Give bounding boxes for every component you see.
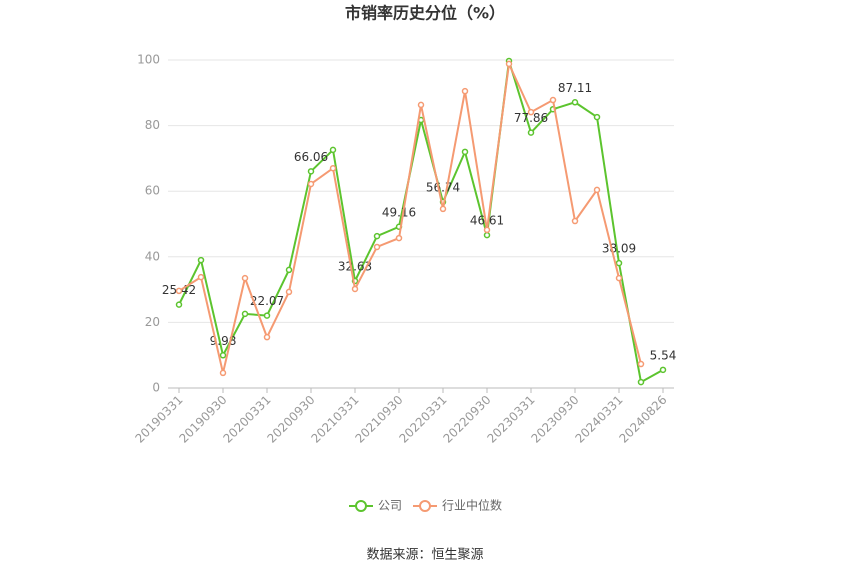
y-tick-label: 100: [137, 53, 160, 67]
series-line: [178, 60, 642, 374]
legend-label: 行业中位数: [442, 498, 502, 513]
legend-marker: [419, 500, 431, 512]
point: [329, 146, 337, 154]
point: [439, 205, 447, 213]
legend-label: 公司: [378, 499, 402, 513]
point: [219, 369, 227, 377]
point: [219, 352, 227, 359]
point: [483, 226, 491, 234]
data-label: 77.86: [514, 111, 548, 125]
data-label: 46.61: [470, 214, 504, 228]
point: [483, 231, 491, 239]
point: [527, 108, 535, 116]
source: 数据来源：恒生聚源: [366, 548, 483, 563]
data-label: 32.63: [338, 259, 372, 273]
point: [175, 287, 183, 295]
y-tick-label: 0: [152, 381, 160, 395]
y-tick-label: 20: [145, 315, 160, 329]
point: [285, 288, 293, 296]
data-label: 87.11: [558, 81, 592, 95]
data-label: 66.06: [294, 150, 328, 164]
chart-title: 市销率历史分位（%）: [345, 4, 505, 23]
point: [615, 274, 623, 282]
point: [637, 360, 645, 368]
point: [461, 87, 469, 95]
point: [593, 113, 601, 121]
legend-marker: [355, 500, 367, 512]
point: [593, 186, 601, 194]
y-tick-label: 60: [145, 184, 160, 198]
y-tick-label: 80: [145, 118, 160, 132]
point: [351, 285, 359, 293]
point: [175, 301, 183, 308]
point: [417, 101, 425, 109]
point: [373, 232, 381, 240]
data-label: 22.07: [250, 294, 284, 308]
data-label: 38.09: [602, 242, 636, 256]
point: [373, 243, 381, 251]
point: [197, 256, 205, 264]
point: [615, 259, 623, 267]
point: [527, 129, 535, 136]
point: [197, 273, 205, 281]
data-label: 56.74: [426, 180, 460, 194]
point: [571, 99, 579, 106]
point: [395, 234, 403, 242]
point: [329, 164, 337, 172]
y-tick-label: 40: [145, 249, 160, 263]
point: [549, 96, 557, 104]
point: [307, 168, 315, 175]
point: [659, 366, 667, 374]
point: [461, 148, 469, 156]
point: [263, 312, 271, 319]
point: [571, 217, 579, 225]
point: [505, 60, 513, 68]
point: [241, 310, 249, 318]
point: [307, 180, 315, 188]
point: [241, 274, 249, 282]
x-tick-label: 20240826: [617, 393, 670, 446]
data-label: 5.54: [650, 348, 677, 362]
point: [637, 378, 645, 386]
point: [285, 266, 293, 274]
point: [263, 333, 271, 341]
data-label: 49.16: [382, 205, 416, 219]
